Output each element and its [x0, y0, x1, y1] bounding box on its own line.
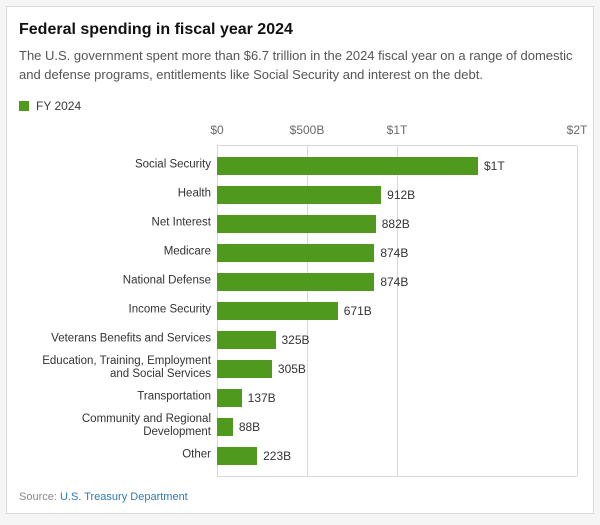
source-link[interactable]: U.S. Treasury Department	[60, 491, 188, 503]
bar	[217, 157, 478, 175]
bar	[217, 418, 233, 436]
bar-value-label: 88B	[239, 420, 260, 434]
chart-title: Federal spending in fiscal year 2024	[19, 21, 581, 39]
category-label: National Defense	[21, 274, 211, 287]
legend: FY 2024	[19, 99, 581, 113]
bar	[217, 360, 272, 378]
bar	[217, 302, 338, 320]
x-tick-label: $2T	[567, 123, 588, 137]
x-tick-label: $0	[210, 123, 223, 137]
bar	[217, 186, 381, 204]
category-label: Transportation	[21, 390, 211, 403]
bar-chart: Social Security Health Net Interest Medicar…	[19, 123, 581, 477]
grid-line	[577, 146, 578, 476]
x-tick-label: $500B	[290, 123, 325, 137]
category-label: Medicare	[21, 245, 211, 258]
category-label: Education, Training, Employment and Soci…	[21, 354, 211, 380]
bar-value-label: 223B	[263, 449, 291, 463]
bar-value-label: 912B	[387, 188, 415, 202]
bar	[217, 244, 374, 262]
source-prefix: Source:	[19, 491, 60, 503]
chart-subtitle: The U.S. government spent more than $6.7…	[19, 47, 581, 85]
category-label: Net Interest	[21, 216, 211, 229]
legend-swatch	[19, 101, 29, 111]
bar	[217, 273, 374, 291]
category-label: Other	[21, 448, 211, 461]
bar-value-label: 671B	[344, 304, 372, 318]
category-label: Veterans Benefits and Services	[21, 332, 211, 345]
source-line: Source: U.S. Treasury Department	[19, 491, 581, 503]
bar	[217, 389, 242, 407]
category-label: Health	[21, 187, 211, 200]
bar	[217, 215, 376, 233]
bar	[217, 447, 257, 465]
y-axis-labels: Social Security Health Net Interest Medicar…	[19, 145, 217, 477]
category-label: Community and Regional Development	[21, 412, 211, 438]
category-label: Income Security	[21, 303, 211, 316]
legend-label: FY 2024	[36, 99, 81, 113]
x-tick-label: $1T	[387, 123, 408, 137]
bar-value-label: 874B	[380, 246, 408, 260]
plot-area: $1T 912B 882B 874B 874B 671B 325B 305B 137B 88B 22…	[217, 145, 577, 477]
bar-value-label: 874B	[380, 275, 408, 289]
bar-value-label: 325B	[282, 333, 310, 347]
bar-value-label: 882B	[382, 217, 410, 231]
bar	[217, 331, 276, 349]
bar-value-label: 305B	[278, 362, 306, 376]
bar-value-label: 137B	[248, 391, 276, 405]
bar-value-label: $1T	[484, 159, 505, 173]
chart-panel: Federal spending in fiscal year 2024 The…	[6, 6, 594, 514]
category-label: Social Security	[21, 158, 211, 171]
